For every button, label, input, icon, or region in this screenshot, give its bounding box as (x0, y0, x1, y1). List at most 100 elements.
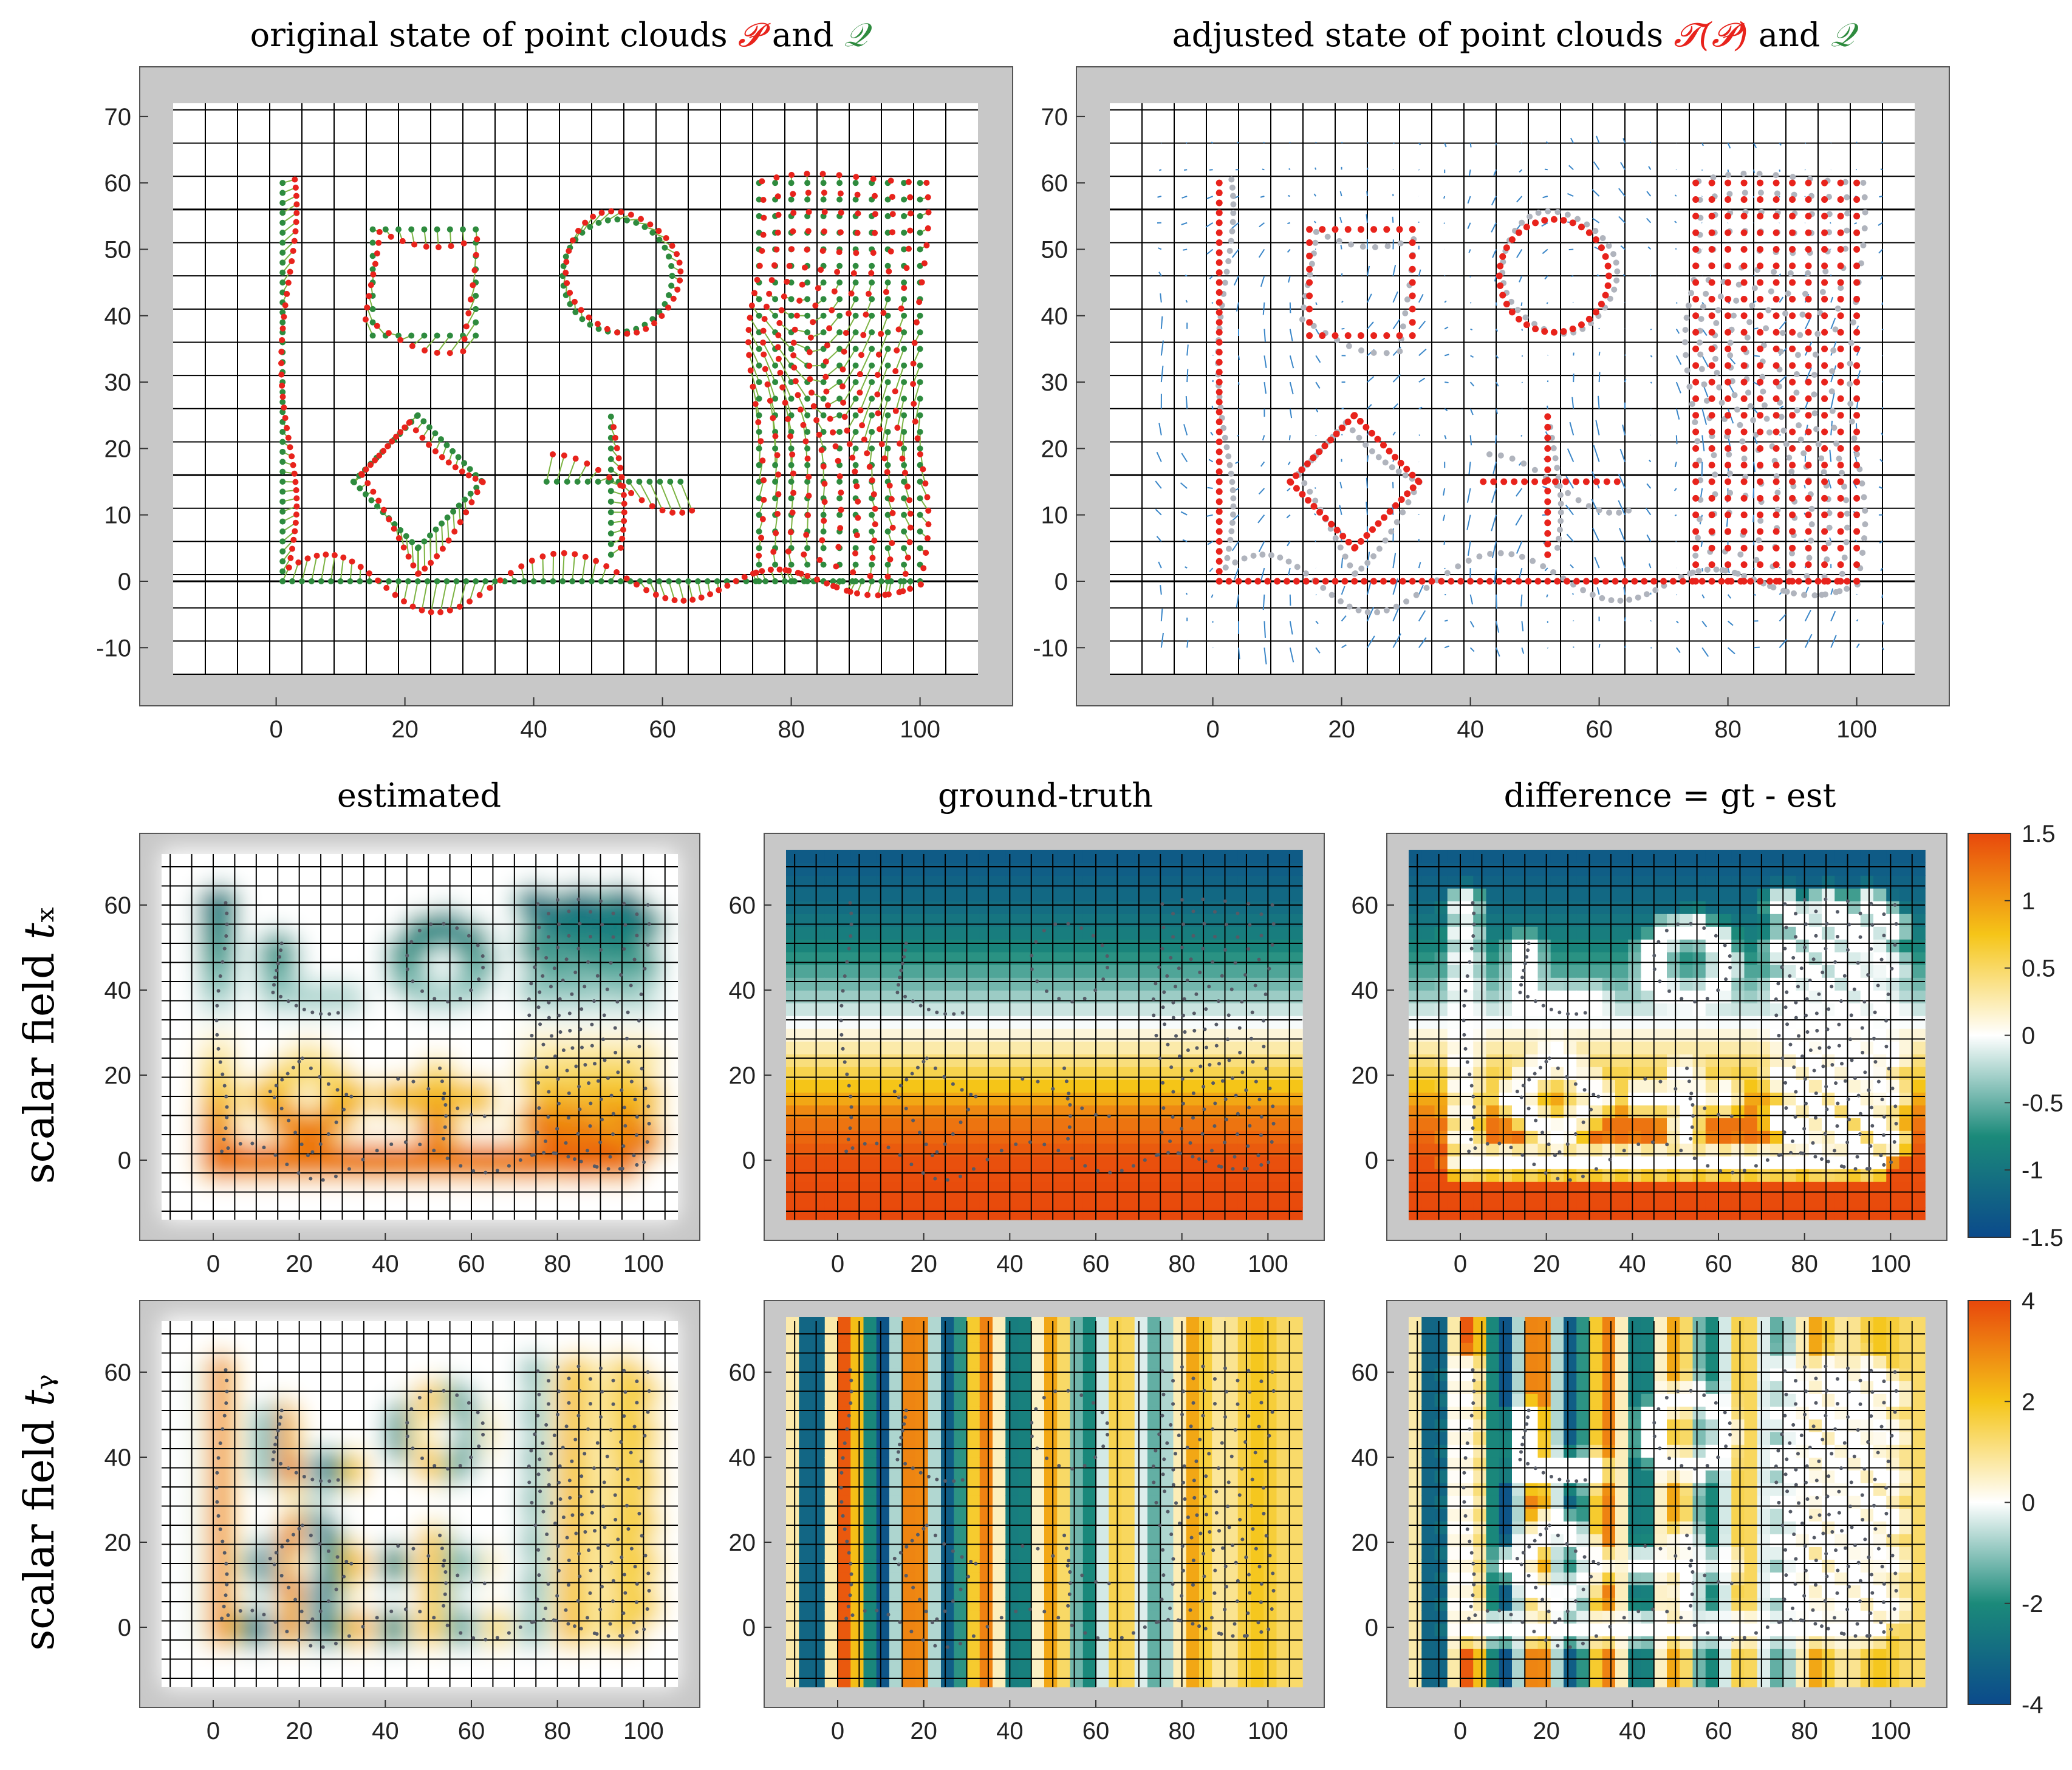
overlay-point (632, 1153, 635, 1157)
quiver-arrow (1650, 382, 1652, 383)
heatmap-cell (484, 1156, 497, 1169)
heatmap-cell (549, 1194, 562, 1208)
heatmap-cell (510, 1143, 524, 1157)
heatmap-cell (497, 1105, 511, 1118)
original-p-point (1699, 366, 1705, 372)
p-point (925, 535, 931, 541)
adjusted-p-point (1853, 329, 1860, 336)
p-point (775, 193, 781, 199)
p-point (888, 178, 894, 184)
original-p-point (1773, 172, 1779, 178)
heatmap-cell (355, 1156, 369, 1169)
heatmap-cell (252, 914, 265, 927)
adjusted-p-point (1216, 369, 1223, 375)
overlay-point (592, 999, 596, 1003)
adjusted-p-point (1757, 395, 1763, 402)
heatmap-cell (786, 1207, 799, 1220)
heatmap-cell (523, 1092, 536, 1105)
heatmap-cell (343, 977, 356, 991)
heatmap-cell (471, 1016, 485, 1029)
q-point (853, 412, 859, 419)
overlay-point (643, 967, 646, 971)
heatmap-cell (484, 1003, 497, 1016)
heatmap-cell (497, 1028, 511, 1042)
heatmap-cell (368, 850, 381, 863)
heatmap-cell (174, 1003, 188, 1016)
overlay-point (443, 1103, 447, 1107)
heatmap-cell (174, 888, 188, 901)
heatmap-cell (265, 1130, 278, 1144)
heatmap-cell (213, 914, 227, 927)
heatmap-cell (601, 1105, 614, 1118)
overlay-point (640, 1067, 644, 1070)
adjusted-p-point (1216, 409, 1223, 415)
adjusted-p-point (1725, 230, 1731, 236)
heatmap-cell (786, 914, 799, 927)
heatmap-cell (459, 850, 472, 863)
heatmap-cell (433, 1181, 446, 1195)
adjusted-p-point (1570, 219, 1576, 226)
adjusted-p-point (1287, 479, 1293, 485)
heatmap-cell (252, 1016, 265, 1029)
heatmap-cell (368, 990, 381, 1003)
p-point (860, 332, 866, 338)
heatmap-cell (786, 1003, 799, 1016)
overlay-point (566, 1068, 569, 1072)
heatmap-cell (812, 939, 826, 952)
heatmap-cell (355, 901, 369, 914)
adjusted-p-point (1789, 213, 1796, 219)
original-p-point (1830, 408, 1836, 414)
quiver-arrow (1702, 462, 1703, 476)
heatmap-cell (549, 926, 562, 940)
adjusted-p-point (1709, 561, 1715, 568)
original-p-point (1825, 540, 1831, 546)
original-p-point (1726, 191, 1732, 197)
adjusted-p-point (1773, 262, 1780, 269)
q-point (368, 497, 374, 504)
heatmap-cell (562, 990, 575, 1003)
p-point (619, 536, 625, 542)
heatmap-cell (497, 965, 511, 978)
heatmap-cell (575, 1016, 588, 1029)
heatmap-cell (484, 1207, 497, 1220)
adjusted-p-point (1319, 226, 1325, 233)
original-p-point (1396, 468, 1402, 474)
heatmap-cell (291, 1194, 304, 1208)
adjusted-p-point (1544, 498, 1551, 505)
heatmap-cell (433, 850, 446, 863)
heatmap-cell (278, 875, 291, 889)
q-point (756, 346, 762, 352)
quiver-arrow (1573, 353, 1574, 356)
heatmap-cell (420, 1067, 433, 1080)
p-point (674, 251, 680, 257)
adjusted-p-point (1709, 429, 1715, 436)
p-point (856, 389, 863, 395)
original-p-point (1609, 597, 1615, 603)
p-point (628, 211, 634, 217)
heatmap-cell (252, 1041, 265, 1054)
heatmap-cell (343, 1067, 356, 1080)
q-point (853, 562, 859, 568)
overlay-point (225, 1116, 228, 1119)
heatmap-cell (278, 1169, 291, 1182)
heatmap-cell (239, 1169, 253, 1182)
heatmap-cell (446, 1028, 459, 1042)
p-point (282, 302, 289, 309)
heatmap-cell (484, 965, 497, 978)
heatmap-cell (510, 850, 524, 863)
original-p-point (1713, 320, 1719, 326)
heatmap-cell (407, 850, 420, 863)
heatmap-cell (329, 914, 343, 927)
heatmap-cell (162, 1079, 175, 1093)
overlay-point (576, 897, 580, 901)
quiver-arrow (1444, 223, 1445, 224)
original-p-point (1225, 258, 1231, 264)
quiver-arrow (1625, 646, 1626, 648)
q-point (917, 180, 923, 186)
p-point (756, 553, 762, 559)
adjusted-p-point (1570, 326, 1576, 332)
overlay-point (224, 901, 228, 904)
q-point (541, 578, 547, 584)
p-point (649, 503, 655, 509)
q-point (901, 462, 907, 468)
